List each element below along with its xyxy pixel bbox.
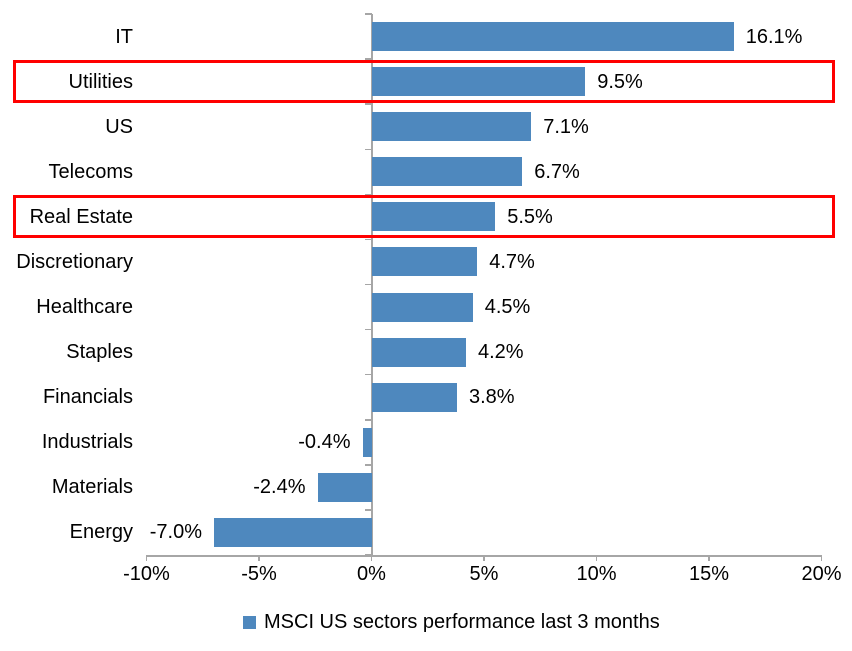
bar-utilities (371, 67, 586, 97)
x-axis-tick (145, 555, 148, 561)
category-label-staples: Staples (66, 341, 133, 364)
bar-healthcare (371, 292, 473, 322)
category-label-financials: Financials (42, 386, 133, 409)
y-axis-tick (364, 283, 372, 286)
bar-discretionary (371, 247, 478, 277)
legend-color-swatch (243, 615, 256, 629)
y-axis-tick (364, 103, 372, 105)
value-label-discretionary: 4.7% (489, 250, 535, 273)
value-label-healthcare: 4.5% (484, 296, 531, 319)
bar-us (371, 112, 532, 142)
legend: MSCI US sectors performance last 3 month… (243, 610, 660, 634)
y-axis-tick (364, 373, 372, 376)
x-tick-label: 5% (469, 563, 499, 585)
value-label-us: 7.1% (543, 115, 589, 138)
y-axis-tick (364, 193, 372, 196)
value-label-real-estate: 5.5% (507, 205, 553, 228)
y-axis-tick (364, 148, 372, 150)
category-label-industrials: Industrials (41, 431, 133, 454)
category-label-telecoms: Telecoms (48, 160, 133, 183)
value-label-utilities: 9.5% (597, 70, 643, 93)
value-label-energy: -7.0% (149, 521, 202, 544)
category-label-utilities: Utilities (68, 70, 133, 93)
value-label-it: 16.1% (745, 25, 803, 48)
value-label-materials: -2.4% (253, 476, 306, 499)
x-axis-tick (483, 555, 485, 561)
bar-staples (371, 337, 466, 367)
bar-materials (317, 472, 372, 502)
bar-it (371, 22, 734, 52)
value-label-industrials: -0.4% (298, 431, 351, 454)
bar-real-estate (371, 202, 496, 232)
category-label-energy: Energy (69, 521, 133, 544)
x-tick-label: 10% (576, 563, 617, 585)
category-label-materials: Materials (51, 476, 133, 499)
bar-industrials (362, 427, 372, 457)
category-label-healthcare: Healthcare (36, 296, 133, 319)
y-axis-tick (364, 554, 372, 556)
x-tick-label: 0% (357, 563, 386, 585)
bar-financials (371, 382, 457, 412)
category-label-discretionary: Discretionary (16, 250, 133, 273)
y-axis-tick (364, 13, 372, 15)
x-axis-tick (258, 555, 260, 561)
x-tick-label: 15% (688, 563, 730, 585)
legend-label: MSCI US sectors performance last 3 month… (264, 611, 660, 633)
y-axis-tick (364, 328, 372, 331)
highlight-box-real-estate (13, 195, 835, 239)
x-tick-label: -10% (123, 563, 170, 585)
y-axis-tick (364, 464, 372, 466)
y-axis-tick (364, 58, 372, 60)
x-axis-tick (820, 555, 823, 561)
category-label-real-estate: Real Estate (29, 205, 133, 228)
y-axis-line (370, 14, 373, 555)
y-axis-tick (364, 509, 372, 511)
highlight-box-utilities (13, 60, 835, 104)
category-label-us: US (105, 115, 133, 138)
x-axis-tick (370, 555, 373, 561)
x-axis-tick (708, 555, 710, 561)
y-axis-tick (364, 419, 372, 421)
x-tick-label: -5% (241, 563, 277, 585)
x-axis-tick (595, 555, 598, 561)
bar-telecoms (371, 157, 523, 187)
value-label-staples: 4.2% (478, 341, 524, 364)
value-label-telecoms: 6.7% (534, 160, 580, 183)
category-label-it: IT (115, 25, 133, 48)
value-label-financials: 3.8% (469, 386, 515, 409)
y-axis-tick (364, 238, 372, 241)
bar-energy (214, 517, 372, 547)
x-tick-label: 20% (801, 563, 842, 585)
